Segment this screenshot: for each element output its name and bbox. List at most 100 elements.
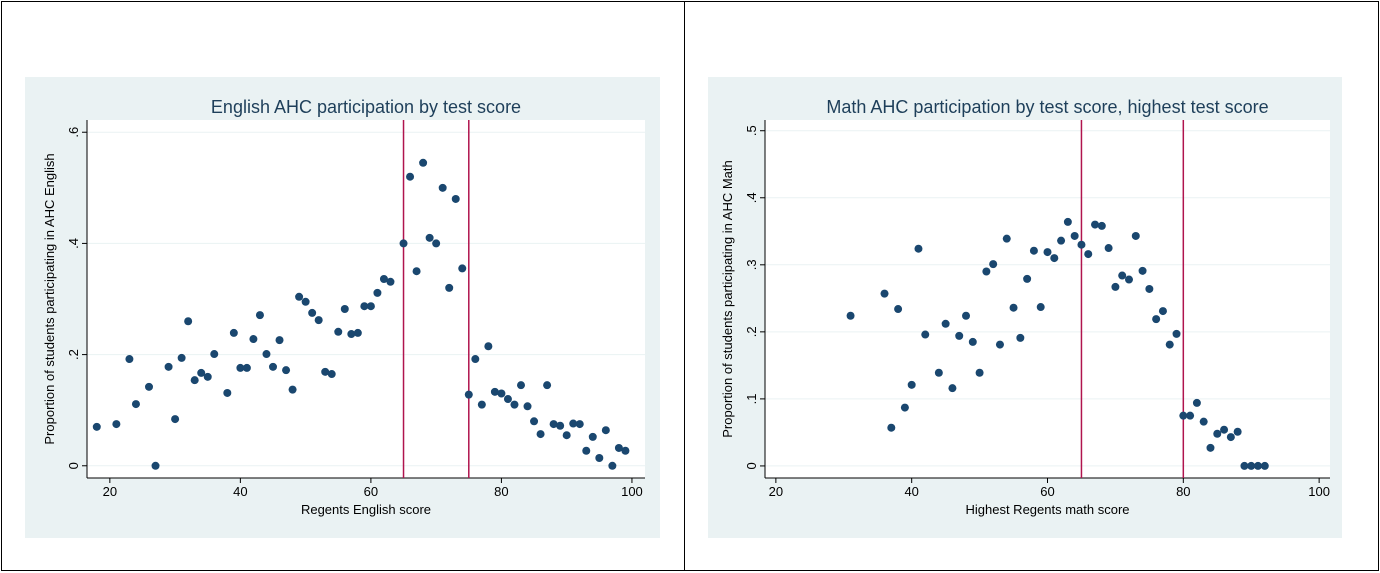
- data-point: [887, 423, 896, 432]
- data-point: [914, 244, 923, 253]
- y-tick-label: .2: [744, 326, 759, 337]
- data-point: [556, 421, 565, 430]
- data-point: [308, 308, 317, 317]
- data-point: [1138, 266, 1147, 275]
- data-point: [846, 311, 855, 320]
- y-tick-label: .5: [744, 125, 759, 136]
- data-point: [406, 172, 415, 181]
- data-point: [608, 461, 617, 470]
- data-point: [1254, 461, 1263, 470]
- data-point: [1260, 461, 1269, 470]
- data-point: [1104, 244, 1113, 253]
- x-tick-label: 20: [769, 484, 783, 499]
- x-tick-label: 60: [364, 484, 378, 499]
- data-point: [347, 330, 356, 339]
- data-point: [982, 267, 991, 276]
- data-point: [523, 402, 532, 411]
- data-point: [1165, 340, 1174, 349]
- data-point: [582, 446, 591, 455]
- data-point: [471, 355, 480, 364]
- data-point: [948, 384, 957, 393]
- data-point: [1070, 231, 1079, 240]
- data-point: [334, 327, 343, 336]
- data-point: [543, 381, 552, 390]
- data-point: [517, 381, 525, 390]
- data-point: [1199, 417, 1208, 426]
- x-tick-label: 60: [1040, 484, 1054, 499]
- data-point: [249, 335, 258, 344]
- data-point: [962, 311, 971, 320]
- data-point: [1226, 433, 1235, 442]
- data-point: [360, 302, 369, 311]
- data-point: [1213, 429, 1222, 438]
- data-point: [327, 370, 336, 379]
- y-tick-label: .2: [66, 349, 81, 360]
- data-point: [236, 363, 245, 372]
- data-point: [955, 331, 964, 340]
- data-point: [301, 297, 310, 306]
- data-point: [575, 420, 584, 429]
- data-point: [432, 239, 441, 248]
- data-point: [314, 316, 323, 325]
- y-axis-label: Proportion of students participating in …: [720, 160, 735, 437]
- data-point: [1172, 329, 1181, 338]
- data-point: [340, 305, 349, 314]
- x-tick-label: 80: [494, 484, 508, 499]
- data-point: [1050, 254, 1059, 263]
- data-point: [151, 461, 160, 470]
- data-point: [190, 376, 199, 385]
- data-point: [321, 367, 330, 376]
- data-point: [366, 302, 375, 311]
- y-tick-label: .3: [744, 259, 759, 270]
- data-point: [510, 400, 519, 409]
- data-point: [907, 380, 916, 389]
- data-point: [92, 422, 101, 431]
- data-point: [1043, 248, 1052, 257]
- data-point: [1206, 443, 1215, 452]
- x-axis-label: Highest Regents math score: [965, 502, 1129, 517]
- data-point: [445, 283, 454, 292]
- data-point: [177, 353, 186, 362]
- data-point: [477, 400, 486, 409]
- data-point: [549, 420, 558, 429]
- data-point: [975, 368, 984, 377]
- data-point: [1233, 427, 1242, 436]
- data-point: [171, 415, 180, 424]
- data-point: [1186, 411, 1195, 420]
- data-point: [1179, 411, 1188, 420]
- data-point: [255, 311, 264, 320]
- data-point: [1097, 221, 1106, 230]
- y-tick-label: 0: [66, 462, 81, 469]
- data-point: [941, 319, 950, 328]
- y-tick-label: .1: [744, 393, 759, 404]
- chart-title: Math AHC participation by test score, hi…: [826, 97, 1268, 117]
- data-point: [262, 350, 271, 359]
- y-tick-label: .4: [744, 192, 759, 203]
- data-point: [145, 382, 153, 391]
- data-point: [1145, 284, 1154, 293]
- data-point: [484, 342, 493, 351]
- data-point: [921, 330, 930, 339]
- data-point: [614, 443, 623, 452]
- data-point: [451, 194, 460, 203]
- data-point: [968, 337, 977, 346]
- data-point: [288, 385, 297, 394]
- data-point: [164, 362, 173, 371]
- data-point: [425, 233, 434, 242]
- data-point: [1131, 231, 1140, 240]
- data-point: [490, 387, 499, 396]
- data-point: [223, 388, 232, 397]
- x-tick-label: 100: [1308, 484, 1330, 499]
- data-point: [1118, 271, 1127, 280]
- data-point: [503, 395, 512, 404]
- data-point: [1247, 461, 1256, 470]
- data-point: [934, 368, 943, 377]
- data-point: [295, 292, 304, 301]
- data-point: [275, 336, 284, 345]
- data-point: [184, 317, 193, 326]
- data-point: [595, 453, 604, 462]
- data-point: [1077, 240, 1086, 249]
- data-point: [989, 260, 998, 269]
- data-point: [399, 239, 408, 248]
